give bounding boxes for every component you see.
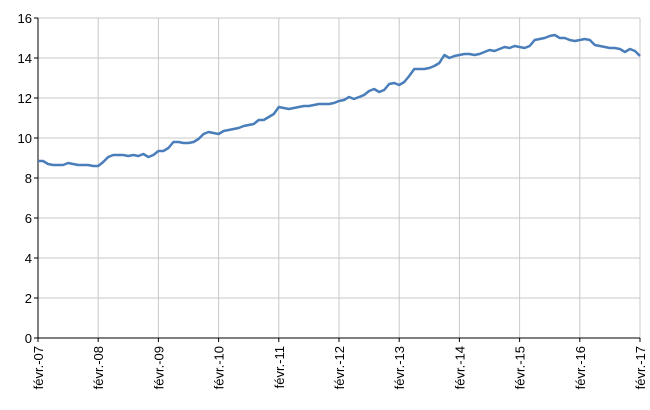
x-tick-label: févr.-14 xyxy=(452,346,467,389)
y-tick-label: 2 xyxy=(25,291,32,306)
y-tick-label: 16 xyxy=(18,11,32,26)
x-tick-label: févr.-15 xyxy=(513,346,528,389)
line xyxy=(38,33,641,168)
y-tick-label: 6 xyxy=(25,211,32,226)
x-tick-label: févr.-16 xyxy=(573,346,588,389)
x-tick-label: févr.-17 xyxy=(633,346,648,389)
y-tick-label: 12 xyxy=(18,91,32,106)
y-tick-label: 0 xyxy=(25,331,32,346)
y-tick-label: 14 xyxy=(18,51,32,66)
x-tick-label: févr.-13 xyxy=(392,346,407,389)
y-tick-label: 4 xyxy=(25,251,32,266)
x-tick-label: févr.-12 xyxy=(332,346,347,389)
x-tick-label: févr.-11 xyxy=(272,346,287,388)
y-tick-label: 8 xyxy=(25,171,32,186)
x-tick-label: févr.-10 xyxy=(212,346,227,389)
y-tick-label: 10 xyxy=(18,131,32,146)
x-tick-label: févr.-08 xyxy=(91,346,106,389)
x-tick-label: févr.-09 xyxy=(151,346,166,389)
x-tick-label: févr.-07 xyxy=(31,346,46,389)
